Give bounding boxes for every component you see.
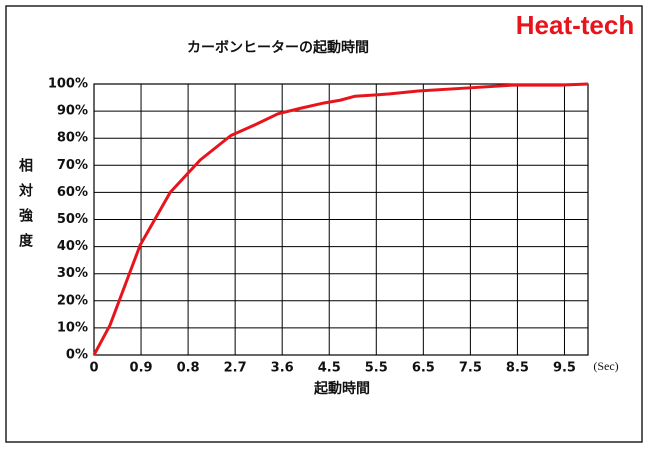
y-axis-label: 相対強度 bbox=[17, 157, 34, 258]
x-tick-label: 0.9 bbox=[130, 361, 153, 376]
x-axis-label: 起動時間 bbox=[313, 380, 370, 397]
x-tick-label: 6.5 bbox=[412, 361, 435, 376]
frame bbox=[5, 5, 643, 443]
y-tick-label: 30% bbox=[57, 266, 88, 281]
y-tick-label: 90% bbox=[57, 104, 88, 119]
x-unit: (Sec) bbox=[593, 359, 618, 373]
x-tick-label: 2.7 bbox=[224, 361, 247, 376]
x-tick-label: 4.5 bbox=[318, 361, 341, 376]
brand: Heat-tech bbox=[516, 10, 634, 40]
y-tick-label: 10% bbox=[57, 320, 88, 335]
y-tick-label: 70% bbox=[57, 158, 88, 173]
y-tick-label: 40% bbox=[57, 239, 88, 254]
x-tick-label: 0 bbox=[89, 361, 98, 376]
plot-border bbox=[93, 83, 589, 356]
x-tick-label: 3.6 bbox=[271, 361, 294, 376]
y-tick-label: 50% bbox=[57, 212, 88, 227]
x-tick-label: 9.5 bbox=[553, 361, 576, 376]
x-tick-label: 5.5 bbox=[365, 361, 388, 376]
y-tick-label: 100% bbox=[48, 77, 88, 92]
data-line bbox=[92, 82, 589, 356]
x-tick-label: 7.5 bbox=[459, 361, 482, 376]
y-tick-label: 0% bbox=[66, 348, 88, 363]
x-tick-label: 0.8 bbox=[177, 361, 200, 376]
y-tick-label: 20% bbox=[57, 293, 88, 308]
y-tick-label: 80% bbox=[57, 131, 88, 146]
chart-title: カーボンヒーターの起動時間 bbox=[187, 39, 369, 56]
y-tick-label: 60% bbox=[57, 185, 88, 200]
x-tick-label: 8.5 bbox=[506, 361, 529, 376]
